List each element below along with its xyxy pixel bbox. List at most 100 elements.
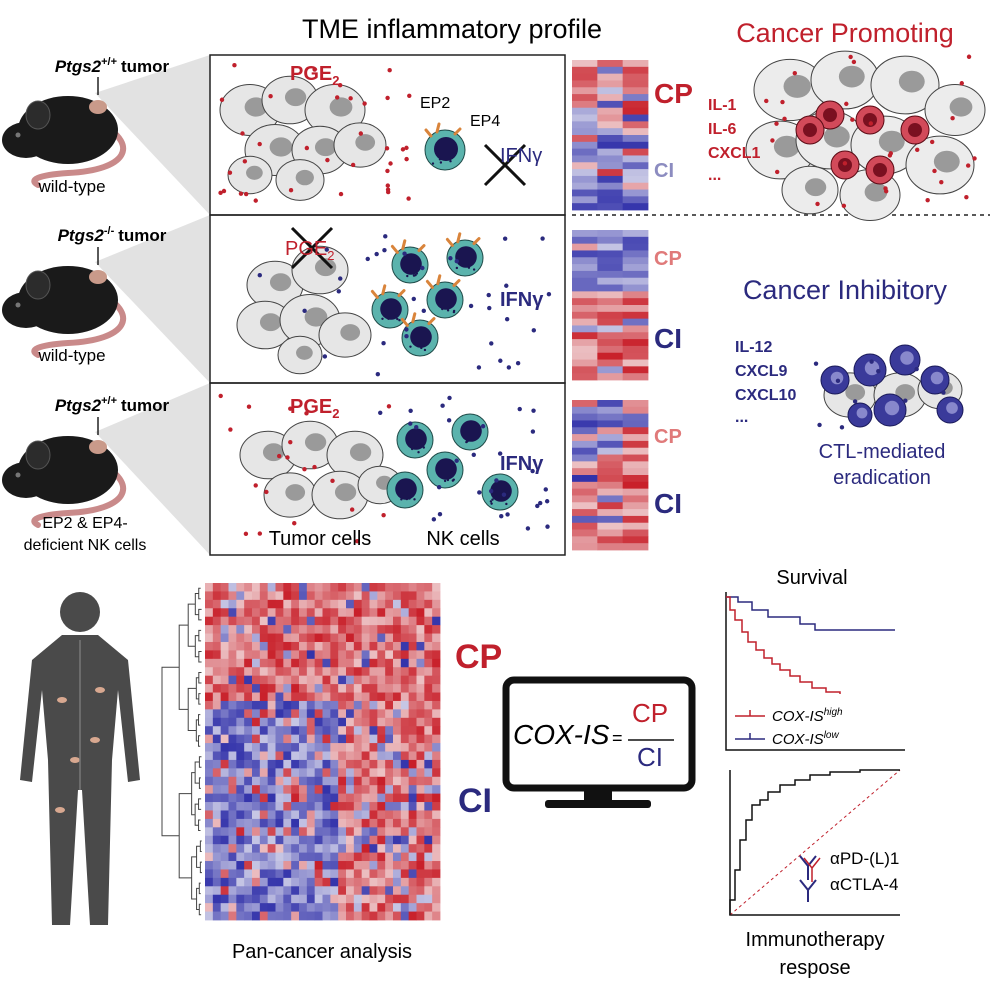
heatmap-cell — [299, 675, 308, 685]
heatmap-cell — [377, 667, 386, 677]
heatmap-cell — [314, 886, 323, 896]
nucleus — [285, 484, 306, 501]
heatmap-cell — [314, 844, 323, 853]
heatmap-cell — [267, 768, 276, 778]
granule — [451, 479, 455, 482]
molecule — [349, 507, 355, 512]
granule — [410, 447, 414, 451]
nucleus — [259, 313, 282, 332]
heatmap-cell — [228, 886, 237, 896]
heatmap-cell — [252, 684, 261, 693]
heatmap-cell — [228, 633, 237, 643]
heatmap-cell — [291, 641, 300, 651]
heatmap-cell — [306, 692, 316, 702]
heatmap-cell — [432, 818, 441, 828]
heatmap-cell — [361, 869, 370, 879]
heatmap-cell — [338, 734, 347, 744]
heatmap-cell — [252, 625, 261, 634]
heatmap-cell — [283, 616, 292, 626]
dendrogram — [191, 856, 197, 900]
molecule — [869, 359, 874, 364]
heatmap-cell — [346, 751, 355, 761]
heatmap-cell — [275, 583, 284, 592]
heatmap-cell — [622, 189, 649, 197]
heatmap-cell — [432, 869, 441, 879]
heatmap-cell — [205, 667, 214, 677]
heatmap-cell — [338, 835, 347, 845]
heatmap-cell — [220, 759, 229, 769]
heatmap-cell — [228, 591, 237, 601]
molecule — [312, 67, 317, 72]
heatmap-cell — [400, 717, 410, 727]
heatmap-cell — [338, 810, 347, 820]
heatmap-cell — [212, 667, 222, 677]
heatmap-cell — [299, 633, 308, 643]
heatmap-cell — [267, 844, 276, 853]
signal: PGE — [290, 396, 332, 418]
host: wild-type — [37, 177, 105, 196]
heatmap-cell — [572, 182, 598, 190]
heatmap-cell — [259, 717, 269, 727]
nk-nucleus — [405, 428, 427, 450]
heatmap-cell — [228, 894, 237, 904]
heatmap-cell — [346, 861, 355, 870]
heatmap-cell — [322, 869, 331, 879]
heatmap-cell — [267, 818, 276, 828]
heatmap-cell — [353, 583, 363, 592]
heatmap-cell — [572, 270, 598, 279]
marker: CXCL10 — [735, 387, 796, 404]
molecule — [959, 81, 964, 86]
heatmap-cell — [346, 717, 355, 727]
heatmap-cell — [228, 835, 237, 845]
heatmap-cell — [346, 869, 355, 879]
heatmap-cell — [314, 658, 323, 668]
heatmap-cell — [424, 608, 433, 618]
heatmap-cell — [338, 776, 347, 786]
heatmap-cell — [306, 869, 316, 879]
nucleus — [269, 273, 292, 292]
granule — [471, 439, 474, 442]
heatmap-cell — [400, 911, 410, 921]
heatmap-cell — [291, 827, 300, 837]
heatmap-cell — [377, 692, 386, 702]
heatmap-cell — [220, 852, 229, 862]
granule — [415, 272, 419, 275]
zoom-wedge — [95, 55, 210, 215]
heatmap-cell — [306, 591, 316, 601]
heatmap-cell — [252, 818, 261, 828]
heatmap-cell — [212, 675, 222, 685]
heatmap-cell — [330, 641, 339, 651]
heatmap-cell — [597, 196, 624, 204]
heatmap-cell — [597, 155, 624, 163]
heatmap-cell — [622, 291, 649, 299]
heatmap-cell — [330, 852, 339, 862]
heatmap-cell — [416, 759, 425, 769]
heatmap-cell — [416, 903, 425, 912]
heatmap-cell — [572, 427, 598, 435]
decorations — [2, 50, 990, 925]
heatmap-cell — [408, 667, 417, 677]
molecule — [477, 490, 482, 495]
heatmap-cell — [385, 886, 394, 896]
heatmap-cell — [353, 633, 363, 643]
heatmap-cell — [299, 827, 308, 837]
heatmap-cell — [361, 751, 370, 761]
heatmap-cell — [597, 325, 624, 333]
heatmap-cell — [299, 684, 308, 693]
heatmap-cell — [220, 911, 229, 921]
heatmap-cell — [267, 675, 276, 685]
heatmap-cell — [252, 675, 261, 685]
heatmap-cell — [267, 861, 276, 870]
granule — [441, 307, 444, 311]
heatmap-cell — [361, 852, 370, 862]
heatmap-cell — [299, 608, 308, 618]
granule — [423, 348, 427, 352]
host: deficient NK cells — [24, 537, 147, 554]
heatmap-cell — [306, 802, 316, 811]
heatmap-cell — [275, 633, 284, 643]
heatmap-cell — [377, 861, 386, 870]
heatmap-cell — [338, 583, 347, 592]
heatmap-cell — [572, 94, 598, 102]
heatmap-cell — [244, 886, 253, 896]
heatmap-cell — [622, 359, 649, 367]
